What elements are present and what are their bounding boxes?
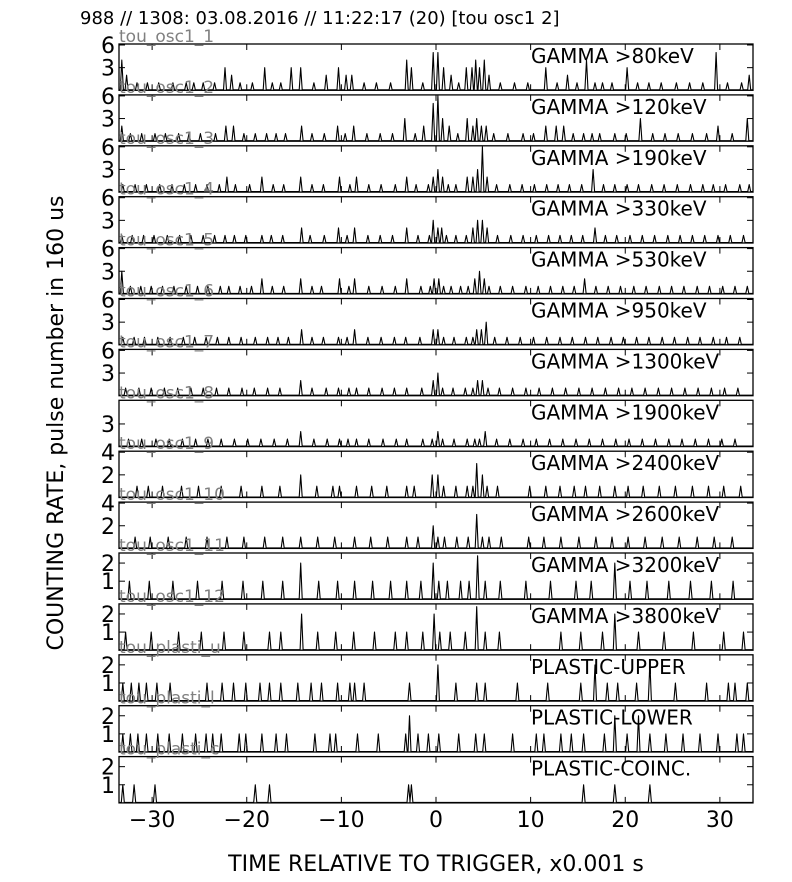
channel-tag: tou_osc1_12 (119, 587, 225, 607)
y-tick-label: 3 (101, 108, 115, 133)
channel-label: GAMMA >190keV (531, 146, 707, 170)
channel-tag: tou_osc1_1 (119, 27, 214, 47)
x-tick-label: 20 (611, 808, 639, 833)
channel-label: GAMMA >1900keV (531, 400, 720, 424)
x-tick-label: −20 (224, 808, 270, 833)
x-tick-label: −10 (318, 808, 364, 833)
channel-label: GAMMA >120keV (531, 95, 707, 119)
y-tick-label: 2 (101, 603, 115, 628)
channel-tag: tou_plasti_c (119, 740, 219, 760)
series-trace (119, 513, 753, 549)
y-tick-label: 3 (101, 311, 115, 336)
y-tick-label: 2 (101, 654, 115, 679)
channel-label: GAMMA >950keV (531, 299, 707, 323)
channel-label: GAMMA >330keV (531, 197, 707, 221)
channel-tag: tou_osc1_2 (119, 78, 214, 98)
y-tick-label: 3 (101, 158, 115, 183)
x-tick-label: 30 (706, 808, 734, 833)
channel-label: GAMMA >530keV (531, 248, 707, 272)
y-tick-label: 2 (101, 705, 115, 730)
channel-tag: tou_osc1_6 (119, 282, 214, 302)
y-tick-label: 1 (101, 570, 115, 595)
channel-label: GAMMA >80keV (531, 44, 694, 68)
y-tick-label: 6 (101, 339, 115, 364)
channel-tag: tou_osc1_7 (119, 332, 214, 352)
channel-tag: tou_osc1_8 (119, 383, 214, 403)
y-tick-label: 2 (101, 756, 115, 781)
channel-label: PLASTIC-COINC. (531, 757, 691, 781)
x-tick-label: 0 (429, 808, 443, 833)
y-tick-label: 6 (101, 85, 115, 110)
series-trace (119, 95, 753, 142)
y-tick-label: 6 (101, 289, 115, 314)
chart-header: 988 // 1308: 03.08.2016 // 11:22:17 (20)… (80, 8, 560, 29)
channel-tag: tou_plasti_l (119, 689, 215, 709)
channel-tag: tou_osc1_4 (119, 180, 214, 200)
channel-tag: tou_osc1_5 (119, 231, 214, 251)
series-trace (119, 715, 753, 753)
series-trace (119, 219, 753, 244)
y-axis-title: COUNTING RATE, pulse number in 160 us (44, 195, 69, 650)
channel-label: PLASTIC-LOWER (531, 706, 693, 730)
y-tick-label: 6 (101, 34, 115, 59)
channel-tag: tou_plasti_u (119, 638, 221, 658)
y-tick-label: 3 (101, 413, 115, 438)
series-trace (119, 606, 753, 651)
y-tick-label: 1 (101, 723, 115, 748)
x-tick-label: −30 (129, 808, 175, 833)
channel-label: GAMMA >1300keV (531, 349, 720, 373)
y-tick-label: 2 (101, 552, 115, 577)
y-tick-label: 3 (101, 260, 115, 285)
series-trace (119, 146, 753, 193)
channel-label: GAMMA >2600keV (531, 502, 720, 526)
y-tick-label: 6 (101, 136, 115, 161)
y-tick-label: 6 (101, 187, 115, 212)
y-tick-label: 1 (101, 774, 115, 799)
x-axis-title: TIME RELATIVE TO TRIGGER, x0.001 s (227, 852, 644, 877)
channel-tag: tou_osc1_10 (119, 485, 225, 505)
series-trace (119, 321, 753, 345)
series-trace (119, 555, 753, 600)
series-trace (119, 430, 753, 447)
series-trace (119, 372, 753, 396)
channel-label: GAMMA >3200keV (531, 553, 720, 577)
channel-tag: tou_osc1_3 (119, 129, 214, 149)
y-tick-label: 1 (101, 672, 115, 697)
y-tick-label: 4 (101, 441, 115, 466)
series-trace (119, 784, 753, 803)
x-tick-label: 10 (517, 808, 545, 833)
channel-label: GAMMA >2400keV (531, 451, 720, 475)
y-tick-label: 2 (101, 515, 115, 540)
series-trace (119, 51, 753, 91)
y-tick-label: 3 (101, 209, 115, 234)
y-tick-label: 3 (101, 57, 115, 82)
series-trace (119, 662, 753, 702)
y-tick-label: 3 (101, 362, 115, 387)
channel-tag: tou_osc1_11 (119, 536, 225, 556)
channel-label: GAMMA >3800keV (531, 604, 720, 628)
series-trace (119, 462, 753, 498)
y-tick-label: 6 (101, 238, 115, 263)
series-trace (119, 270, 753, 294)
channel-tag: tou_osc1_9 (119, 434, 214, 454)
y-tick-label: 4 (101, 492, 115, 517)
channel-label: PLASTIC-UPPER (531, 655, 686, 679)
y-tick-label: 1 (101, 621, 115, 646)
y-tick-label: 2 (101, 464, 115, 489)
